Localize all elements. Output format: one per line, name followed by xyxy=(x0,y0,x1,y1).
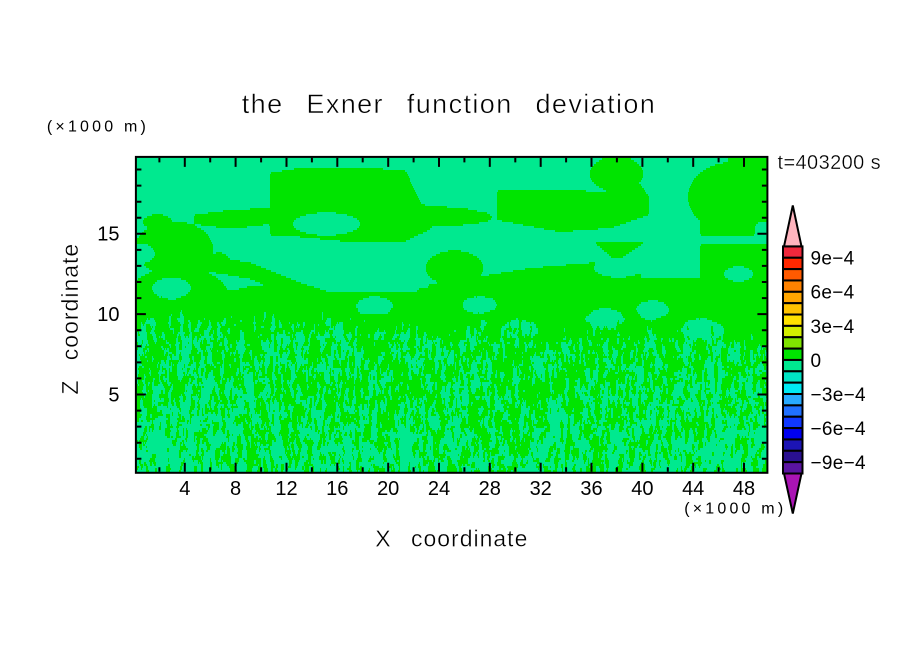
svg-text:40: 40 xyxy=(631,478,653,500)
svg-text:−3e−4: −3e−4 xyxy=(811,385,867,406)
svg-text:20: 20 xyxy=(377,478,399,500)
svg-text:−9e−4: −9e−4 xyxy=(811,453,867,474)
svg-text:24: 24 xyxy=(428,478,450,500)
svg-text:0: 0 xyxy=(811,351,822,372)
svg-text:15: 15 xyxy=(97,224,119,246)
svg-text:48: 48 xyxy=(733,478,755,500)
svg-text:6e−4: 6e−4 xyxy=(811,283,855,304)
svg-text:12: 12 xyxy=(275,478,297,500)
svg-text:36: 36 xyxy=(580,478,602,500)
svg-text:t=403200 s: t=403200 s xyxy=(778,152,882,174)
svg-text:9e−4: 9e−4 xyxy=(811,249,855,270)
svg-text:28: 28 xyxy=(479,478,501,500)
svg-text:(×1000 m): (×1000 m) xyxy=(47,119,149,136)
svg-text:Z coordinate: Z coordinate xyxy=(57,243,83,395)
svg-text:−6e−4: −6e−4 xyxy=(811,419,867,440)
svg-text:44: 44 xyxy=(682,478,704,500)
svg-text:16: 16 xyxy=(326,478,348,500)
svg-text:5: 5 xyxy=(108,384,119,406)
svg-text:3e−4: 3e−4 xyxy=(811,317,855,338)
svg-text:4: 4 xyxy=(179,478,190,500)
svg-text:8: 8 xyxy=(230,478,241,500)
svg-text:X coordinate: X coordinate xyxy=(375,526,528,552)
svg-text:10: 10 xyxy=(97,304,119,326)
svg-text:(×1000 m): (×1000 m) xyxy=(684,501,786,518)
svg-text:32: 32 xyxy=(530,478,552,500)
svg-text:the Exner function deviation: the Exner function deviation xyxy=(242,89,656,119)
